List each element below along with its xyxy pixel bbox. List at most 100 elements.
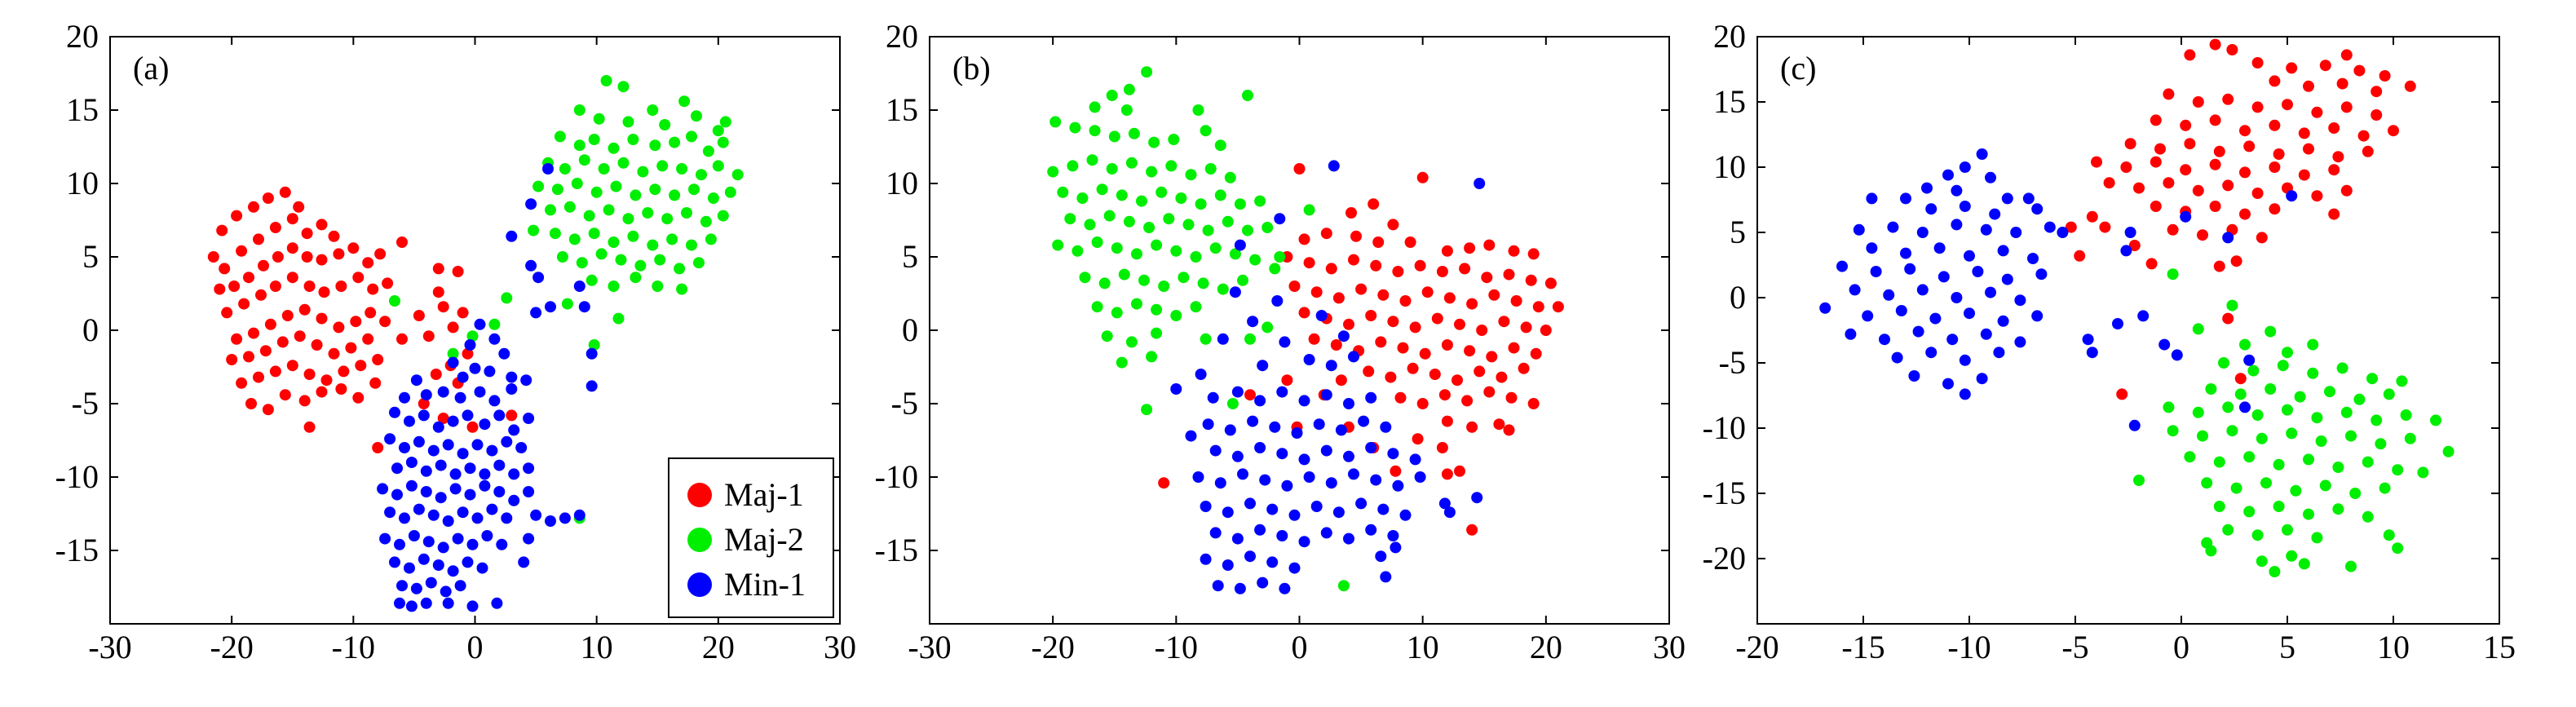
- point-maj-1-2: [1368, 198, 1380, 210]
- point-maj-2-62: [705, 233, 717, 245]
- point-min-1-89: [1185, 430, 1197, 442]
- point-maj-1-10: [1441, 245, 1453, 257]
- point-maj-2-1: [2226, 299, 2238, 312]
- point-maj-2-10: [2307, 367, 2319, 379]
- point-maj-2-49: [1071, 245, 1084, 257]
- point-maj-2-51: [700, 215, 712, 228]
- point-maj-2-25: [2282, 404, 2293, 416]
- point-maj-2-38: [649, 183, 661, 196]
- point-min-1-58: [1942, 378, 1954, 390]
- point-maj-2-53: [528, 224, 540, 236]
- point-maj-2-0: [2167, 268, 2179, 281]
- point-min-1-25: [1202, 418, 1214, 431]
- point-maj-1-8: [236, 245, 248, 257]
- point-maj-2-67: [1217, 283, 1229, 295]
- point-maj-2-39: [669, 189, 681, 201]
- x-tick-label: 0: [1292, 629, 1308, 665]
- point-min-1-79: [530, 509, 542, 521]
- point-maj-1-14: [1527, 248, 1540, 260]
- point-maj-2-18: [686, 130, 697, 143]
- point-maj-2-61: [2303, 508, 2314, 520]
- point-maj-2-86: [1141, 404, 1153, 416]
- point-maj-2-42: [1163, 213, 1175, 225]
- point-min-1-38: [1985, 286, 1996, 298]
- point-maj-1-16: [2222, 93, 2234, 105]
- point-min-1-73: [427, 509, 440, 521]
- point-min-1-85: [408, 530, 420, 541]
- point-maj-1-52: [1540, 325, 1552, 336]
- point-min-1-18: [1231, 386, 1244, 398]
- point-maj-2-4: [1089, 101, 1101, 113]
- point-maj-2-64: [2222, 524, 2234, 536]
- y-tick-label: -15: [1703, 475, 1746, 511]
- point-maj-2-63: [2362, 510, 2374, 523]
- y-tick-label: -10: [1703, 409, 1746, 446]
- point-maj-2-32: [2197, 430, 2208, 442]
- point-min-1-30: [404, 415, 415, 427]
- point-maj-1-76: [2222, 312, 2234, 325]
- point-min-1-57: [1244, 497, 1256, 510]
- point-maj-1-46: [1409, 321, 1421, 334]
- point-maj-1-38: [1510, 295, 1522, 307]
- x-tick-label: 20: [1530, 629, 1562, 665]
- point-maj-2-66: [1197, 277, 1209, 289]
- point-maj-1-32: [303, 281, 316, 292]
- point-maj-2-81: [389, 295, 400, 307]
- point-min-1-100: [396, 580, 408, 592]
- point-min-1-8: [1315, 310, 1328, 321]
- point-min-1-29: [1904, 263, 1916, 275]
- point-maj-1-61: [2239, 208, 2251, 220]
- point-maj-1-2: [231, 210, 243, 222]
- point-maj-2-35: [590, 186, 603, 198]
- point-min-1-3: [1985, 171, 1996, 183]
- point-maj-2-13: [2396, 375, 2408, 387]
- point-min-1-2: [1274, 213, 1286, 225]
- point-min-1-41: [1365, 442, 1377, 453]
- point-min-1-22: [1900, 247, 1911, 259]
- point-maj-2-20: [1125, 157, 1138, 169]
- point-maj-2-77: [612, 312, 625, 325]
- point-maj-2-4: [2239, 338, 2251, 351]
- point-maj-1-21: [301, 251, 313, 263]
- point-maj-2-29: [2400, 409, 2412, 421]
- point-maj-1-68: [279, 389, 291, 401]
- point-maj-2-16: [649, 139, 661, 152]
- point-maj-1-63: [338, 365, 350, 378]
- point-maj-1-96: [1503, 424, 1515, 436]
- point-maj-2-40: [2442, 445, 2454, 457]
- series-maj-1: [207, 186, 518, 453]
- point-min-1-7: [578, 301, 590, 313]
- point-maj-2-50: [2133, 475, 2145, 486]
- point-maj-2-46: [1242, 224, 1253, 236]
- point-maj-2-83: [466, 330, 479, 342]
- legend-label-maj-1: Maj-1: [724, 476, 804, 513]
- point-maj-1-73: [1416, 398, 1429, 409]
- point-maj-1-0: [1293, 163, 1306, 175]
- y-tick-label: -5: [1719, 344, 1746, 381]
- point-min-1-10: [1925, 203, 1938, 215]
- point-maj-2-34: [2256, 432, 2268, 444]
- point-min-1-34: [1849, 284, 1861, 296]
- point-maj-1-49: [1476, 325, 1488, 336]
- point-maj-2-35: [1234, 198, 1246, 210]
- point-maj-1-43: [1343, 318, 1354, 330]
- point-min-1-72: [2239, 401, 2251, 413]
- point-min-1-90: [481, 530, 493, 541]
- point-maj-2-64: [1158, 281, 1170, 292]
- point-maj-2-33: [551, 183, 563, 196]
- point-maj-1-17: [2251, 101, 2264, 113]
- point-maj-2-22: [1165, 160, 1178, 172]
- point-maj-1-33: [1399, 295, 1412, 307]
- point-maj-2-36: [2315, 435, 2327, 447]
- point-maj-2-32: [532, 180, 545, 192]
- point-maj-1-27: [1544, 277, 1557, 289]
- point-min-1-14: [498, 347, 510, 360]
- point-min-1-99: [476, 562, 488, 574]
- point-maj-1-56: [1375, 336, 1387, 348]
- point-maj-2-65: [2251, 529, 2264, 541]
- point-min-1-96: [432, 559, 444, 571]
- point-min-1-41: [413, 435, 425, 448]
- point-maj-1-69: [2086, 210, 2098, 223]
- point-min-1-59: [1288, 509, 1301, 521]
- point-maj-1-35: [1443, 292, 1456, 304]
